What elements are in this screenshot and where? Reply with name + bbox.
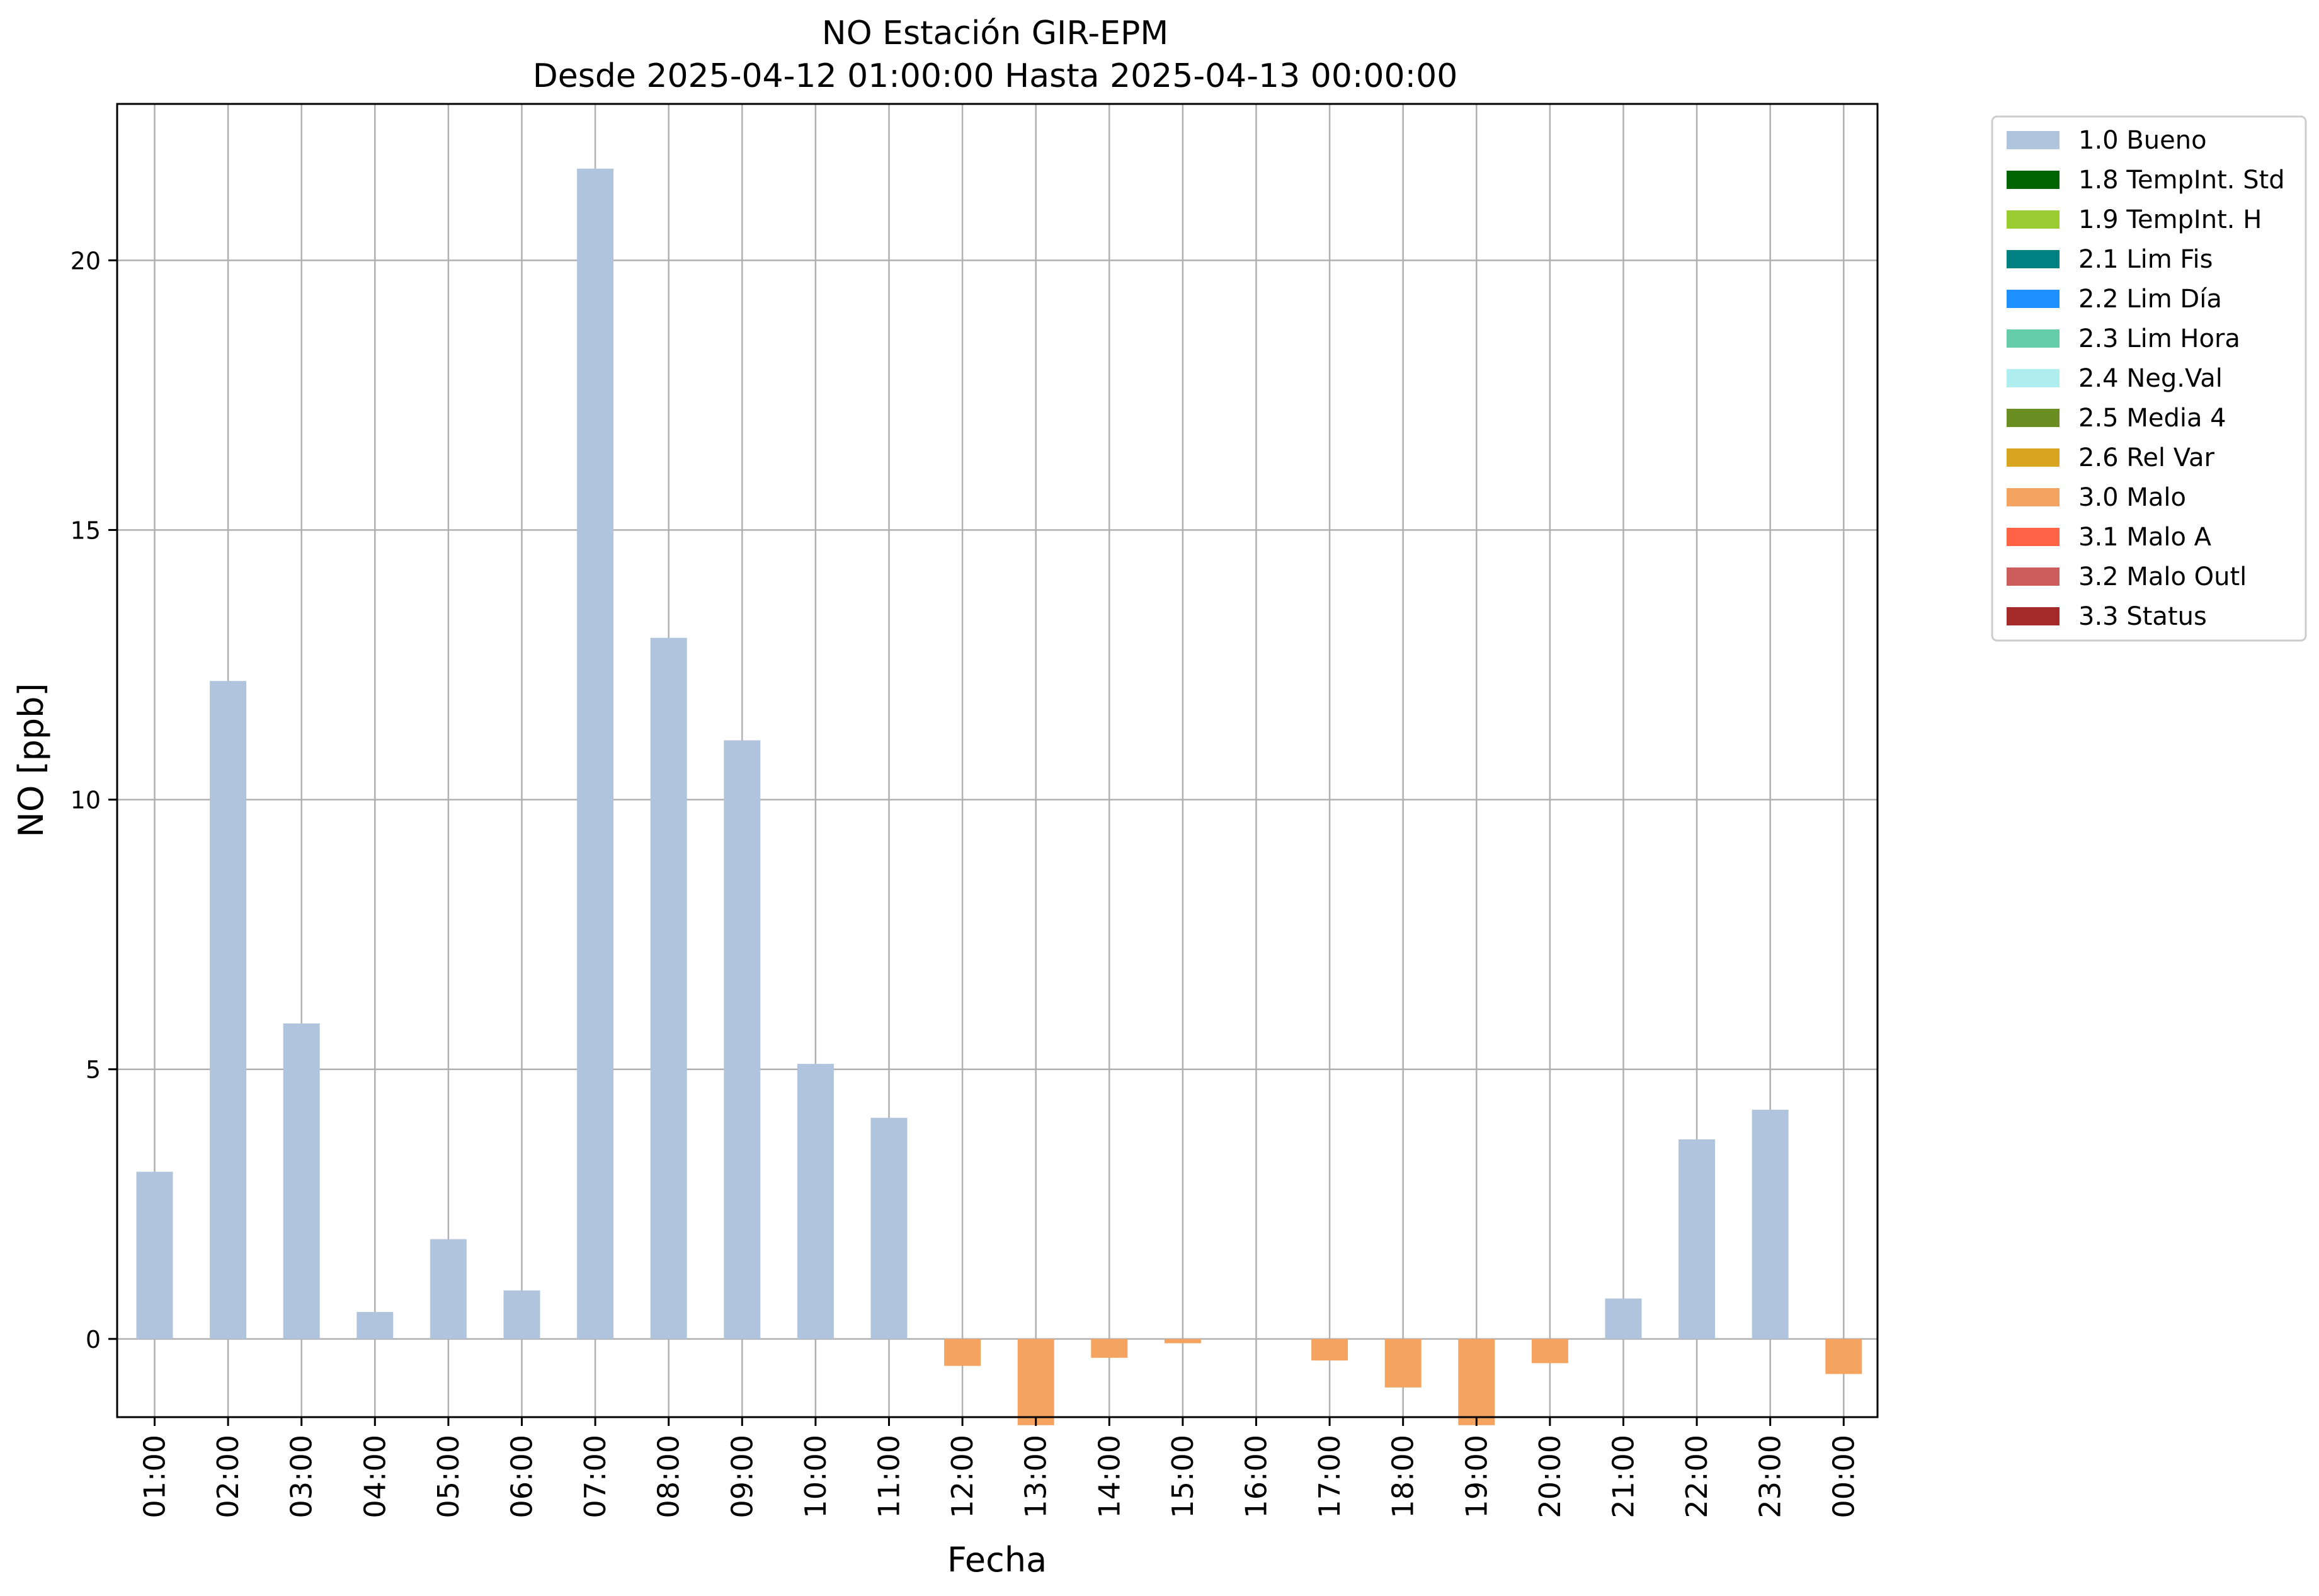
x-tick-label: 19:00: [1459, 1435, 1493, 1519]
x-tick-label: 20:00: [1533, 1435, 1567, 1519]
bar: [1752, 1109, 1789, 1339]
bar: [356, 1312, 394, 1339]
x-tick-label: 03:00: [285, 1435, 319, 1519]
legend-label: 3.1 Malo A: [2078, 523, 2212, 552]
x-tick-label: 02:00: [211, 1435, 245, 1519]
legend-label: 2.4 Neg.Val: [2078, 364, 2223, 393]
x-tick-label: 22:00: [1680, 1435, 1714, 1519]
legend-swatch: [2007, 488, 2060, 506]
legend-label: 3.0 Malo: [2078, 483, 2186, 512]
x-tick-label: 16:00: [1239, 1435, 1273, 1519]
bar: [283, 1023, 320, 1339]
x-tick-label: 09:00: [725, 1435, 759, 1519]
legend-label: 2.3 Lim Hora: [2078, 324, 2240, 353]
bar: [724, 740, 761, 1339]
legend-label: 1.0 Bueno: [2078, 126, 2207, 155]
bar: [1678, 1139, 1716, 1339]
grid: [117, 104, 1877, 1417]
x-tick-label: 15:00: [1166, 1435, 1200, 1519]
legend-swatch: [2007, 369, 2060, 387]
axis-ticks: 0 5 10 15 20 01:00 02:00 03:00 04:00 05:00 06:00 07…: [71, 247, 1861, 1518]
legend: 1.0 Bueno 1.8 TempInt. Std 1.9 TempInt. H 2…: [1991, 115, 2307, 642]
legend-label: 3.2 Malo Outl: [2078, 562, 2247, 591]
bar: [136, 1171, 173, 1339]
legend-swatch: [2007, 607, 2060, 625]
x-tick-label: 11:00: [872, 1435, 906, 1519]
legend-label: 1.8 TempInt. Std: [2078, 166, 2285, 195]
y-axis-label: NO [ppb]: [11, 683, 51, 837]
bar: [1531, 1338, 1568, 1364]
y-tick-label: 15: [71, 516, 101, 544]
bars: [136, 168, 1862, 1425]
bar: [1384, 1338, 1422, 1388]
legend-frame: [1991, 115, 2307, 642]
x-tick-label: 17:00: [1313, 1435, 1347, 1519]
legend-swatch: [2007, 210, 2060, 229]
legend-swatch: [2007, 131, 2060, 149]
legend-swatch: [2007, 171, 2060, 189]
bar: [1458, 1338, 1495, 1425]
x-tick-label: 12:00: [945, 1435, 979, 1519]
bar: [650, 637, 687, 1339]
x-tick-label: 04:00: [358, 1435, 392, 1519]
legend-swatch: [2007, 567, 2060, 586]
bar: [577, 168, 614, 1339]
x-tick-label: 23:00: [1753, 1435, 1787, 1519]
bar: [944, 1338, 981, 1366]
y-tick-label: 10: [71, 787, 101, 814]
x-tick-label: 18:00: [1386, 1435, 1420, 1519]
x-tick-label: 06:00: [505, 1435, 539, 1519]
legend-swatch: [2007, 528, 2060, 546]
legend-swatch: [2007, 329, 2060, 348]
bar: [870, 1117, 908, 1339]
bar: [797, 1064, 834, 1339]
bar: [430, 1239, 467, 1339]
x-tick-label: 07:00: [578, 1435, 612, 1519]
bar: [1311, 1338, 1348, 1361]
legend-swatch: [2007, 250, 2060, 268]
bar: [1164, 1338, 1201, 1343]
legend-label: 3.3 Status: [2078, 602, 2207, 631]
plot-frame: [116, 103, 1879, 1418]
x-tick-label: 14:00: [1092, 1435, 1126, 1519]
bar: [1091, 1338, 1128, 1358]
x-tick-label: 13:00: [1019, 1435, 1053, 1519]
legend-swatch: [2007, 290, 2060, 308]
bar: [1825, 1338, 1862, 1374]
legend-label: 2.1 Lim Fis: [2078, 245, 2213, 274]
legend-swatch: [2007, 409, 2060, 427]
bar: [1605, 1298, 1642, 1339]
chart-subtitle: Desde 2025-04-12 01:00:00 Hasta 2025-04-…: [533, 57, 1458, 95]
y-tick-label: 5: [86, 1056, 101, 1084]
bar: [210, 681, 247, 1339]
bar: [503, 1290, 540, 1339]
legend-swatch: [2007, 448, 2060, 467]
x-tick-label: 10:00: [799, 1435, 833, 1519]
x-tick-label: 01:00: [138, 1435, 172, 1519]
x-tick-label: 08:00: [652, 1435, 686, 1519]
legend-label: 2.6 Rel Var: [2078, 443, 2215, 472]
x-tick-label: 21:00: [1607, 1435, 1641, 1519]
x-tick-label: 00:00: [1826, 1435, 1860, 1519]
legend-label: 2.5 Media 4: [2078, 404, 2226, 433]
chart-title: NO Estación GIR-EPM: [822, 14, 1168, 52]
y-tick-label: 20: [71, 247, 101, 275]
x-tick-label: 05:00: [431, 1435, 465, 1519]
legend-label: 1.9 TempInt. H: [2078, 205, 2262, 234]
legend-label: 2.2 Lim Día: [2078, 285, 2222, 314]
x-axis-label: Fecha: [947, 1540, 1047, 1580]
bar: [1017, 1338, 1054, 1425]
y-tick-label: 0: [86, 1326, 101, 1354]
